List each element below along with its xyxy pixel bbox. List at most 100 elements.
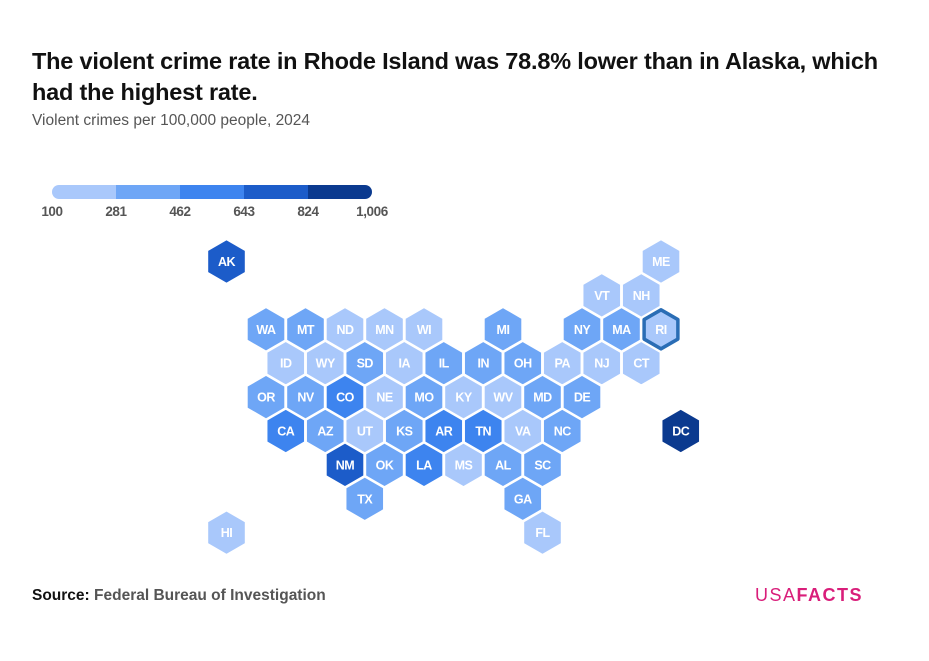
- state-hex-nh[interactable]: NH: [621, 272, 662, 319]
- state-hex-nj[interactable]: NJ: [581, 340, 622, 387]
- state-hex-fl[interactable]: FL: [522, 509, 563, 556]
- logo-part-facts: FACTS: [796, 585, 864, 605]
- state-label: MA: [612, 323, 631, 337]
- state-hex-shape: [522, 509, 563, 556]
- state-label: NV: [297, 391, 315, 405]
- state-label: WA: [256, 323, 276, 337]
- state-hex-shape: [265, 408, 306, 454]
- state-hex-shape: [641, 238, 681, 285]
- state-label: VT: [594, 289, 610, 303]
- state-hex-mn[interactable]: MN: [364, 306, 405, 353]
- state-hex-shape: [502, 340, 543, 387]
- state-label: CA: [277, 425, 295, 439]
- state-hex-shape: [364, 442, 405, 488]
- state-hex-ut[interactable]: UT: [344, 408, 385, 454]
- state-label: TX: [357, 492, 373, 506]
- usafacts-logo[interactable]: USAFACTS: [755, 585, 863, 606]
- state-hex-ky[interactable]: KY: [443, 374, 484, 420]
- state-hex-ak[interactable]: AK: [206, 238, 247, 285]
- state-hex-ms[interactable]: MS: [443, 442, 484, 488]
- state-hex-shape: [384, 408, 425, 454]
- state-hex-ga[interactable]: GA: [502, 475, 543, 522]
- state-label: CO: [336, 391, 355, 405]
- state-hex-ma[interactable]: MA: [601, 306, 642, 353]
- state-hex-wa[interactable]: WA: [246, 306, 286, 353]
- state-hex-pa[interactable]: PA: [542, 340, 583, 387]
- state-hex-or[interactable]: OR: [246, 374, 286, 420]
- state-label: NE: [376, 391, 393, 405]
- source-label: Source:: [32, 587, 90, 604]
- legend-swatch-1: [52, 185, 117, 199]
- state-hex-sc[interactable]: SC: [522, 442, 563, 488]
- state-hex-shape: [384, 340, 425, 387]
- state-label: IN: [478, 357, 490, 371]
- state-hex-ca[interactable]: CA: [265, 408, 306, 454]
- state-hex-ne[interactable]: NE: [364, 374, 405, 420]
- state-hex-id[interactable]: ID: [265, 340, 306, 387]
- state-hex-va[interactable]: VA: [502, 408, 543, 454]
- state-hex-in[interactable]: IN: [463, 340, 504, 387]
- state-hex-mt[interactable]: MT: [285, 306, 326, 353]
- state-hex-shape: [285, 374, 326, 420]
- state-hex-il[interactable]: IL: [423, 340, 464, 387]
- state-hex-wy[interactable]: WY: [305, 340, 346, 387]
- state-hex-co[interactable]: CO: [325, 374, 365, 420]
- chart-subtitle: Violent crimes per 100,000 people, 2024: [32, 112, 311, 129]
- state-label: DC: [672, 425, 690, 439]
- state-label: AL: [495, 458, 512, 472]
- state-hex-shape: [325, 442, 365, 488]
- state-hex-oh[interactable]: OH: [502, 340, 543, 387]
- state-hex-shape: [206, 238, 247, 285]
- state-label: WI: [417, 323, 431, 337]
- state-hex-shape: [404, 306, 444, 353]
- state-hex-az[interactable]: AZ: [305, 408, 346, 454]
- state-hex-nm[interactable]: NM: [325, 442, 365, 488]
- state-hex-wv[interactable]: WV: [483, 374, 523, 420]
- state-label: NM: [336, 458, 355, 472]
- state-hex-ny[interactable]: NY: [562, 306, 602, 353]
- state-hex-ok[interactable]: OK: [364, 442, 405, 488]
- state-hex-al[interactable]: AL: [483, 442, 523, 488]
- state-hex-md[interactable]: MD: [522, 374, 563, 420]
- state-hex-shape: [423, 340, 464, 387]
- state-hex-shape: [325, 374, 365, 420]
- state-hex-ar[interactable]: AR: [423, 408, 464, 454]
- state-hex-vt[interactable]: VT: [581, 272, 622, 319]
- state-hex-tx[interactable]: TX: [344, 475, 385, 522]
- state-hex-nd[interactable]: ND: [325, 306, 365, 353]
- state-hex-ri[interactable]: RI: [642, 308, 680, 351]
- state-hex-wi[interactable]: WI: [404, 306, 444, 353]
- state-hex-mi[interactable]: MI: [483, 306, 523, 353]
- state-label: MO: [414, 391, 434, 405]
- state-label: OR: [257, 391, 275, 405]
- state-hex-ct[interactable]: CT: [621, 340, 662, 387]
- state-hex-tn[interactable]: TN: [463, 408, 504, 454]
- state-label: GA: [514, 492, 532, 506]
- state-hex-hi[interactable]: HI: [206, 509, 247, 556]
- state-hex-shape: [404, 442, 444, 488]
- state-label: MN: [375, 323, 394, 337]
- state-hex-shape: [265, 340, 306, 387]
- state-hex-me[interactable]: ME: [641, 238, 681, 285]
- state-label: HI: [221, 526, 233, 540]
- logo-part-usa: USA: [755, 585, 797, 605]
- legend-break-label: 1,006: [356, 204, 389, 219]
- legend-break-label: 281: [105, 204, 127, 219]
- state-label: VA: [515, 425, 531, 439]
- state-hex-mo[interactable]: MO: [404, 374, 444, 420]
- legend-break-label: 643: [233, 204, 255, 219]
- state-hex-shape: [463, 408, 504, 454]
- state-hex-de[interactable]: DE: [562, 374, 602, 420]
- state-hex-shape: [562, 306, 602, 353]
- state-hex-ia[interactable]: IA: [384, 340, 425, 387]
- state-hexes: AK ME VT NH WA MT ND MN WI MI NY MA RI ID WY SD IA IL IN OH…: [206, 238, 701, 556]
- state-hex-nc[interactable]: NC: [542, 408, 583, 454]
- state-hex-la[interactable]: LA: [404, 442, 444, 488]
- state-hex-sd[interactable]: SD: [344, 340, 385, 387]
- state-hex-ks[interactable]: KS: [384, 408, 425, 454]
- state-hex-dc[interactable]: DC: [660, 408, 701, 454]
- state-hex-shape: [483, 306, 523, 353]
- legend-swatch-3: [180, 185, 245, 199]
- state-hex-nv[interactable]: NV: [285, 374, 326, 420]
- state-label: CT: [633, 357, 650, 371]
